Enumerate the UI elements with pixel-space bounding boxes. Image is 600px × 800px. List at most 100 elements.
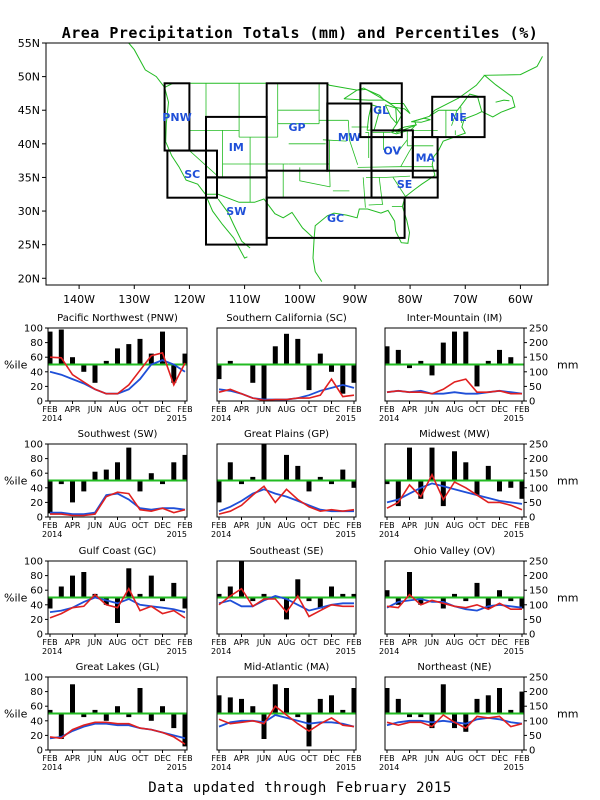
percentile-bar	[148, 713, 154, 721]
percentile-bar	[440, 342, 446, 365]
lat-tick-label: 25N	[18, 239, 40, 252]
month-tick-label: DEC	[154, 754, 171, 763]
percentile-bar	[284, 454, 289, 481]
figure-title: Area Precipitation Totals (mm) and Perce…	[62, 24, 539, 42]
percentile-bar	[227, 697, 233, 714]
percentile-bar	[261, 444, 267, 481]
panel-inter-mountain-im: Inter-Mountain (IM) FEB APR JUN AUG OCT DEC FEB…	[379, 313, 578, 423]
percentile-bar	[261, 593, 267, 598]
percentile-bar	[137, 338, 143, 365]
pct-tick-label: 20	[30, 382, 43, 393]
region-label-ma: MA	[416, 151, 436, 164]
percentile-bar	[182, 597, 188, 609]
observed-precip-line	[386, 593, 522, 611]
month-tick-label: AUG	[446, 638, 464, 647]
coastline-segment	[128, 42, 165, 88]
percentile-bar	[306, 364, 312, 391]
mm-tick-label: 250	[529, 673, 548, 684]
region-label-gp: GP	[288, 121, 305, 134]
month-tick-label: JUN	[256, 521, 271, 530]
pct-tick-label: 40	[30, 483, 43, 494]
percentile-bar	[250, 706, 256, 714]
percentile-bar	[261, 364, 267, 401]
month-tick-label: OCT	[469, 754, 486, 763]
month-tick-label: OCT	[132, 405, 149, 414]
percentile-bar	[474, 364, 480, 387]
mm-tick-label: 200	[529, 571, 548, 582]
mm-tick-label: 250	[529, 557, 548, 568]
observed-precip-line	[50, 491, 186, 517]
percentile-bar	[250, 476, 256, 481]
panel-title: Great Plains (GP)	[244, 429, 329, 440]
percentile-bar	[317, 476, 323, 481]
state-border	[362, 177, 366, 208]
observed-precip-line	[218, 587, 354, 618]
mm-tick-label: 100	[529, 600, 548, 611]
month-tick-label: FEB	[42, 521, 57, 530]
month-tick-label: AUG	[278, 521, 296, 530]
percentile-bar	[440, 480, 446, 507]
month-tick-label: APR	[402, 521, 418, 530]
observed-precip-line	[49, 587, 186, 619]
pct-tick-label: 0	[37, 397, 43, 408]
month-tick-label: DEC	[154, 521, 171, 530]
pct-tick-label: 60	[30, 353, 43, 364]
percentile-bar	[47, 597, 53, 609]
percentile-bar	[81, 480, 87, 492]
mm-tick-label: 50	[529, 498, 542, 509]
observed-precip-line	[218, 485, 355, 515]
pct-tick-label: 100	[24, 440, 43, 451]
percentile-bar	[70, 575, 75, 598]
month-tick-label: DEC	[323, 405, 340, 414]
lon-tick-label: 100W	[284, 293, 316, 306]
region-box-gl	[359, 82, 403, 139]
month-tick-label: FEB	[346, 638, 361, 647]
data-updated-footer: Data updated through February 2015	[148, 780, 452, 796]
percentile-bar	[452, 593, 457, 598]
year-start-label: 2014	[379, 647, 399, 656]
year-start-label: 2014	[379, 414, 399, 423]
percentile-bar	[351, 364, 357, 383]
mm-tick-label: 50	[529, 731, 542, 742]
region-label-se: SE	[397, 178, 412, 191]
percentile-bar	[239, 480, 244, 485]
percentile-bar	[160, 331, 165, 365]
year-end-label: 2015	[504, 647, 524, 656]
pct-tick-label: 80	[30, 687, 43, 698]
year-end-label: 2015	[167, 763, 187, 772]
month-tick-label: DEC	[491, 638, 508, 647]
percentile-bar	[440, 684, 446, 714]
state-border	[368, 203, 384, 206]
pct-tick-label: 60	[30, 702, 43, 713]
region-label-mw: MW	[338, 131, 361, 144]
month-tick-label: FEB	[346, 754, 361, 763]
percentile-bar	[171, 582, 177, 598]
percentile-bar	[508, 597, 514, 602]
month-tick-label: OCT	[469, 405, 486, 414]
month-tick-label: APR	[65, 754, 81, 763]
month-tick-label: JUN	[256, 638, 271, 647]
mm-axis-label: mm	[557, 708, 578, 721]
pct-tick-label: 40	[30, 716, 43, 727]
month-tick-label: FEB	[177, 405, 192, 414]
observed-precip-line	[386, 713, 523, 730]
mm-tick-label: 0	[529, 513, 535, 524]
pct-tick-label: 80	[30, 571, 43, 582]
month-tick-label: FEB	[211, 754, 226, 763]
percentile-bar	[148, 473, 154, 481]
percentile-bar	[384, 346, 390, 365]
month-tick-label: APR	[65, 405, 81, 414]
month-tick-label: JUN	[424, 754, 439, 763]
month-tick-label: JUN	[87, 638, 102, 647]
great-lake	[411, 117, 431, 123]
mm-tick-label: 250	[529, 324, 548, 335]
us-region-map: PNW SC IM SW GP MW GL NE OV MA SE GC 55N 50N 45N 40N 35N…	[18, 37, 549, 306]
pct-tick-label: 0	[37, 513, 43, 524]
pct-tick-label: 0	[37, 630, 43, 641]
percentile-axis-label: %ile	[4, 592, 28, 605]
percentile-bar	[306, 713, 312, 747]
month-tick-label: AUG	[109, 754, 127, 763]
percentile-bar	[463, 462, 469, 481]
month-tick-label: JUN	[424, 521, 439, 530]
